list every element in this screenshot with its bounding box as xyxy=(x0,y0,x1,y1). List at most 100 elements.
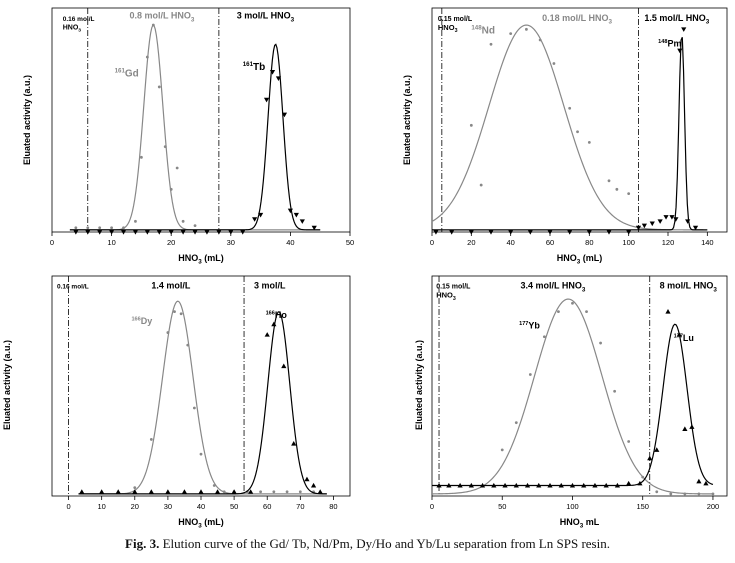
data-point-161Tb xyxy=(192,230,198,235)
data-point-161Gd xyxy=(169,187,173,191)
data-point-148Nd xyxy=(615,187,619,191)
data-point-177Yb xyxy=(542,335,546,339)
data-point-166Ho xyxy=(304,476,310,482)
data-point-166Dy xyxy=(173,310,176,314)
data-point-166Ho xyxy=(248,489,254,494)
data-point-166Dy xyxy=(212,484,216,487)
x-tick-label: 20 xyxy=(131,502,139,511)
data-point-166Ho xyxy=(264,332,270,337)
hno-subscript: 3 xyxy=(291,16,295,23)
data-point-148Pm xyxy=(586,230,592,235)
annotation-label: 148Nd xyxy=(471,25,495,37)
data-point-177Lu xyxy=(637,480,643,486)
data-point-166Ho xyxy=(148,489,154,494)
data-point-148Pm xyxy=(681,27,687,32)
data-point-166Dy xyxy=(285,490,289,494)
isotope-symbol: Tb xyxy=(253,62,265,73)
data-point-177Lu xyxy=(558,482,564,488)
data-point-177Lu xyxy=(457,482,463,488)
data-point-161Tb xyxy=(73,230,79,235)
data-point-177Lu xyxy=(536,482,542,488)
data-point-177Lu xyxy=(603,482,609,488)
data-point-177Yb xyxy=(697,492,701,496)
x-tick-label: 80 xyxy=(329,502,337,511)
data-point-148Pm xyxy=(635,225,642,231)
data-point-166Dy xyxy=(166,331,170,334)
data-point-148Pm xyxy=(649,221,655,227)
data-point-166Dy xyxy=(222,490,226,494)
annotation-label: 161Gd xyxy=(115,67,139,79)
data-point-177Lu xyxy=(436,482,442,488)
data-point-166Dy xyxy=(186,343,190,347)
data-point-166Ho xyxy=(231,489,237,494)
x-axis-label: HNO3​ (mL) xyxy=(557,253,603,266)
data-point-166Dy xyxy=(259,490,262,494)
hno-label: HNO xyxy=(171,11,191,21)
data-point-161Gd xyxy=(140,155,143,159)
y-axis-label: Eluated activity (a.u.) xyxy=(414,340,424,430)
x-tick-label: 50 xyxy=(346,238,354,247)
data-point-166Ho xyxy=(281,363,287,369)
data-point-166Dy xyxy=(192,406,196,410)
annotation-label: 166Dy xyxy=(131,316,152,326)
text-part: 0.16 mol/L xyxy=(57,284,89,291)
hno-label: HNO xyxy=(178,517,198,527)
chart-panel-gd-tb: 0 10 20 30 40 50 HNO3​ (mL) Eluated activity (a… xyxy=(22,7,354,266)
text-part: 3 mol/L xyxy=(254,281,286,291)
annotation-label: 3 mol/L HNO3​ xyxy=(237,11,295,24)
data-point-161Tb xyxy=(252,217,258,222)
text-part: 8 mol/L xyxy=(660,281,694,291)
data-point-161Gd xyxy=(134,219,137,223)
isotope-symbol: Yb xyxy=(528,320,540,330)
hno-subscript: 3 xyxy=(582,286,586,293)
x-axis-label: HNO3​ (mL) xyxy=(178,517,224,530)
data-point-148Pm xyxy=(488,230,494,235)
text-part: (mL) xyxy=(580,253,602,263)
data-point-177Yb xyxy=(613,389,617,393)
text-part: 1.5 mol/L xyxy=(644,13,685,23)
hno-subscript: 3 xyxy=(453,296,456,302)
data-point-166Dy xyxy=(149,438,153,441)
text-part: 0.15 mol/L xyxy=(436,284,471,291)
x-tick-label: 50 xyxy=(498,502,506,511)
x-tick-label: 10 xyxy=(107,238,115,247)
chart-panel-yb-lu: 0 50 100 150 200 HNO3​ mL Eluated activity (a.… xyxy=(414,275,728,530)
isotope-symbol: Dy xyxy=(141,316,153,326)
data-point-161Gd xyxy=(86,226,90,230)
x-tick-label: 40 xyxy=(506,238,514,247)
data-point-148Nd xyxy=(479,183,483,187)
isotope-symbol: Nd xyxy=(482,26,495,37)
data-point-161Gd xyxy=(193,224,197,228)
x-tick-label: 0 xyxy=(430,238,434,247)
x-tick-label: 140 xyxy=(701,238,714,247)
y-axis-label: Eluated activity (a.u.) xyxy=(402,75,412,165)
fit-curve-161Tb xyxy=(69,43,321,231)
data-point-148Nd xyxy=(568,106,572,110)
hno-label: HNO xyxy=(63,24,79,31)
text-part: Eluated activity (a.u.) xyxy=(414,340,424,430)
text-part: 0.8 mol/L xyxy=(129,11,170,21)
data-point-177Lu xyxy=(614,482,621,488)
data-point-148Nd xyxy=(607,179,611,183)
x-tick-label: 80 xyxy=(585,238,593,247)
hno-subscript: 3 xyxy=(198,523,202,530)
data-point-177Lu xyxy=(682,426,688,431)
x-tick-label: 20 xyxy=(467,238,475,247)
data-point-166Ho xyxy=(271,321,277,327)
figure-caption: Fig. 3. Elution curve of the Gd/ Tb, Nd/… xyxy=(0,536,735,552)
data-point-148Pm xyxy=(527,230,533,235)
x-tick-label: 30 xyxy=(227,238,235,247)
hno-subscript: 3 xyxy=(580,523,584,530)
data-point-177Lu xyxy=(547,482,553,488)
text-part: mL xyxy=(583,517,600,527)
data-point-166Dy xyxy=(272,490,276,494)
data-point-148Pm xyxy=(641,223,647,229)
caption-label: Fig. 3. xyxy=(125,536,160,551)
text-part: (mL) xyxy=(202,517,224,527)
data-point-148Nd xyxy=(489,42,493,46)
data-point-177Lu xyxy=(513,482,519,488)
isotope-symbol: Ho xyxy=(275,310,287,320)
data-point-177Yb xyxy=(557,310,560,314)
annotation-label: 1.4 mol/L xyxy=(151,281,191,291)
x-tick-label: 100 xyxy=(622,238,635,247)
